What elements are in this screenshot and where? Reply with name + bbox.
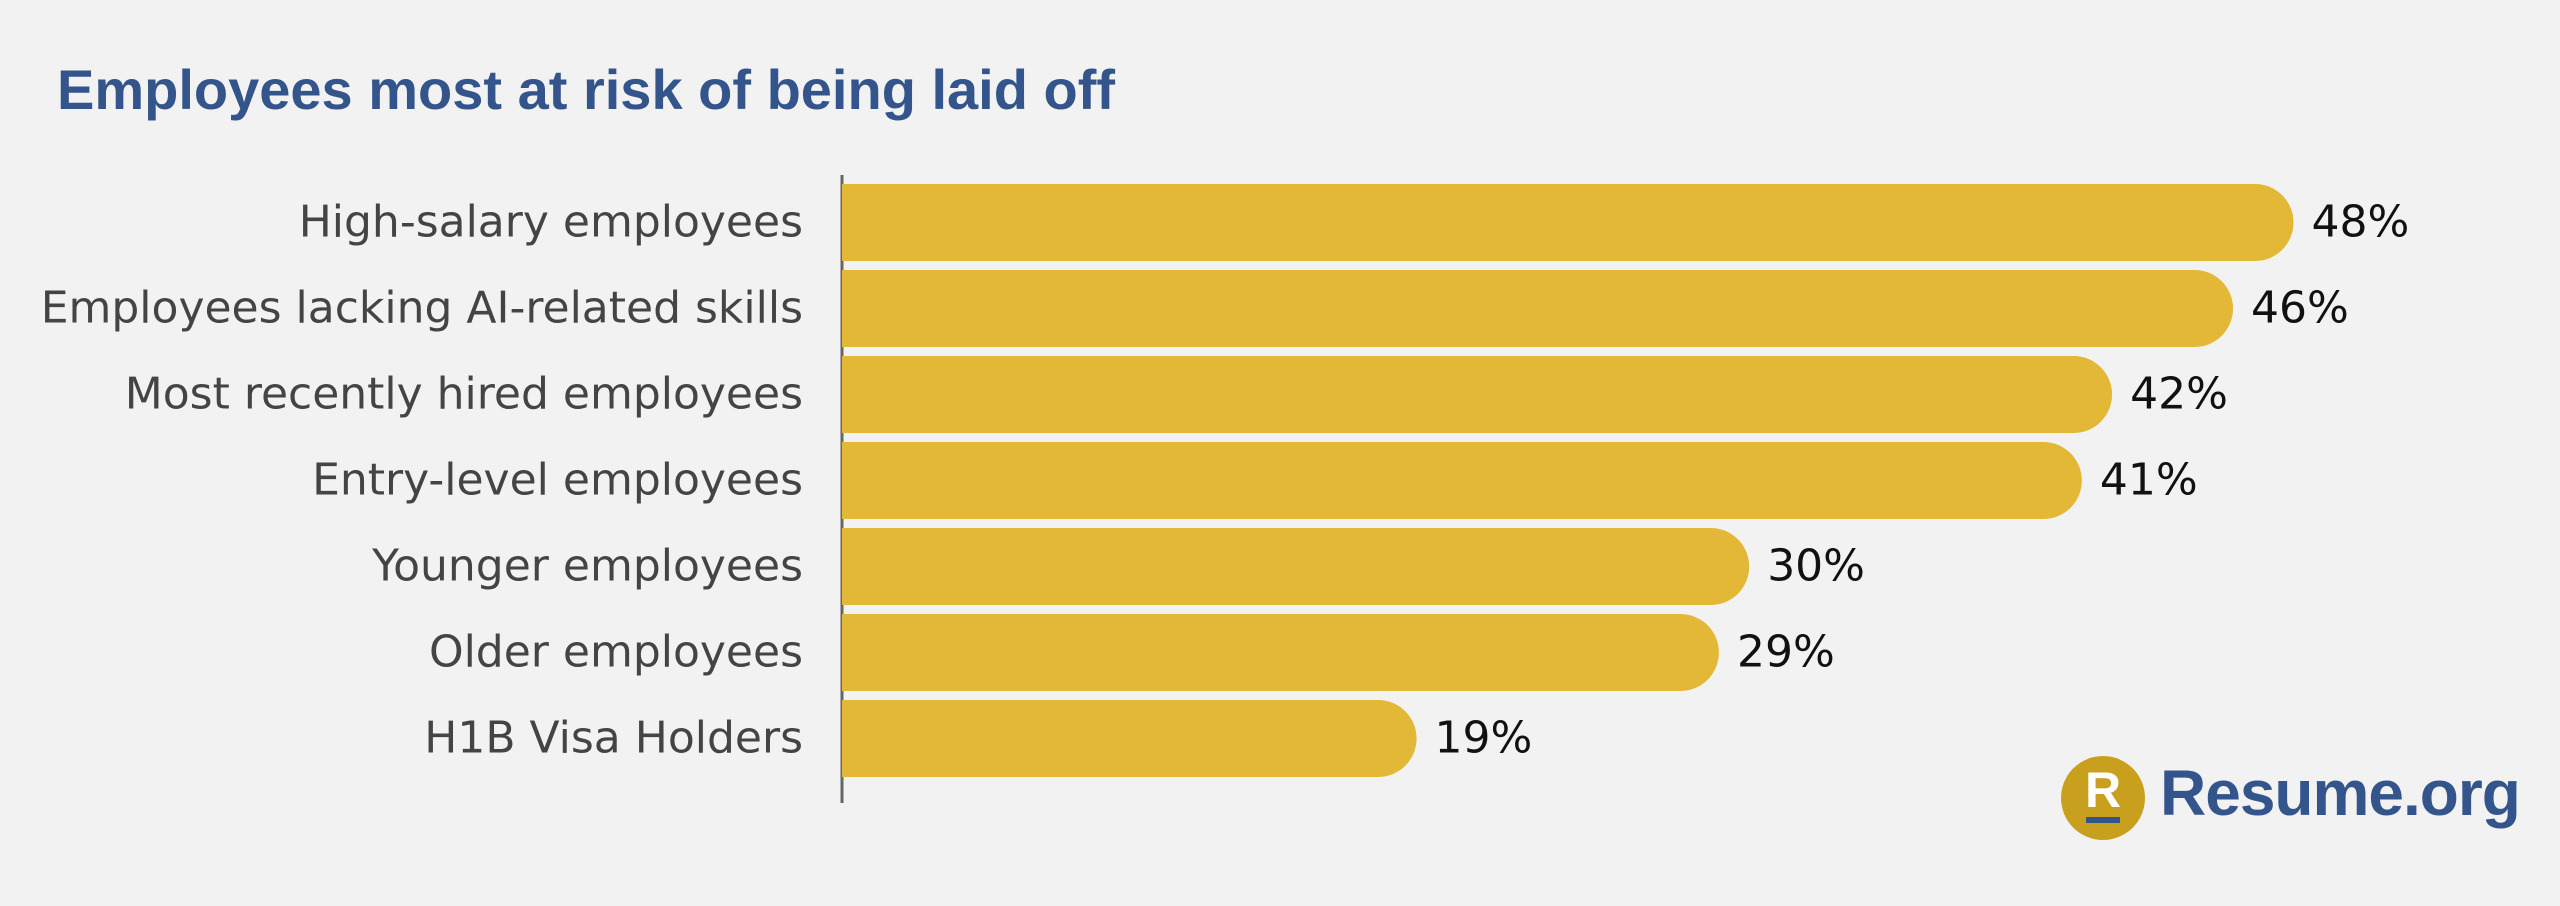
category-label: Most recently hired employees [125,369,803,420]
category-label: Younger employees [371,541,803,592]
logo-letter: R [2085,762,2121,818]
bar [842,356,2113,433]
logo-underline [2086,817,2120,823]
value-label: 29% [1737,627,1835,678]
bar [842,528,1750,605]
bar [842,700,1417,777]
bar [842,270,2234,347]
bar [842,614,1719,691]
logo-text: Resume.org [2160,757,2520,829]
value-label: 42% [2130,369,2228,420]
bar [842,184,2294,261]
value-label: 19% [1435,713,1533,764]
value-label: 46% [2251,283,2349,334]
value-label: 48% [2312,197,2410,248]
category-label: Older employees [429,627,803,678]
category-label: Employees lacking AI-related skills [41,283,803,334]
chart-title: Employees most at risk of being laid off [57,58,1115,121]
category-label: High-salary employees [299,197,803,248]
value-label: 30% [1767,541,1865,592]
category-label: H1B Visa Holders [424,713,803,764]
category-label: Entry-level employees [312,455,803,506]
bar [842,442,2082,519]
value-label: 41% [2100,455,2198,506]
logo-badge [2061,756,2145,840]
